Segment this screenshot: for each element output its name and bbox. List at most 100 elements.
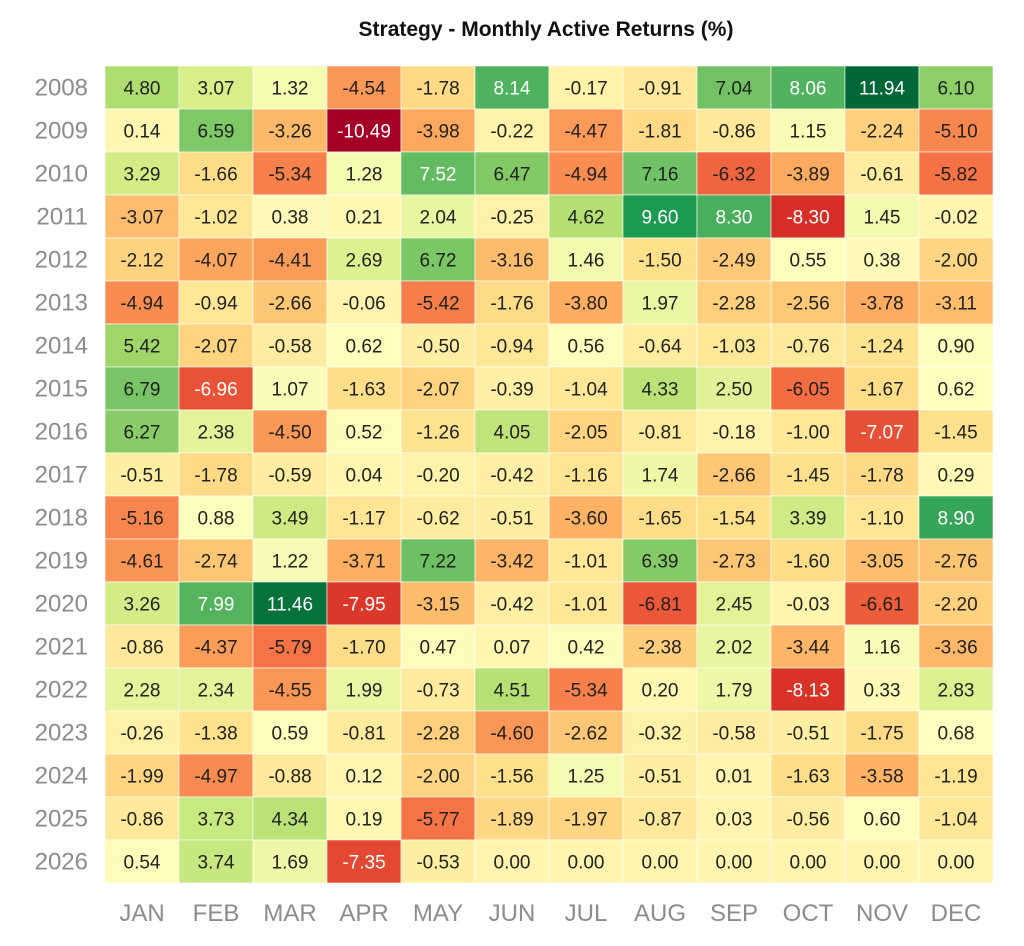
cell-value-label: -2.38 [638, 638, 681, 659]
heatmap-cell [548, 753, 624, 798]
heatmap-cell [474, 796, 550, 841]
cell-value-label: -0.42 [490, 595, 533, 616]
heatmap-cell [178, 323, 254, 368]
heatmap-cell [918, 753, 994, 798]
heatmap-cell [770, 108, 846, 153]
cell-value-label: -2.73 [712, 552, 755, 573]
heatmap-cell [622, 452, 698, 497]
cell-value-label: 0.33 [864, 681, 901, 702]
cell-value-label: -1.99 [120, 767, 163, 788]
cell-value-label: -2.66 [268, 294, 311, 315]
heatmap-cell [548, 710, 624, 755]
heatmap-cell [252, 108, 328, 153]
heatmap-cell [548, 839, 624, 884]
heatmap-cell [474, 237, 550, 282]
heatmap-cell [326, 409, 402, 454]
cell-value-label: -0.32 [638, 724, 681, 745]
year-tick-label: 2024 [35, 763, 88, 790]
heatmap-cell [696, 323, 772, 368]
heatmap-cell [400, 753, 476, 798]
heatmap-cell [104, 323, 180, 368]
heatmap-cell [696, 409, 772, 454]
heatmap-cell [400, 108, 476, 153]
heatmap-cell [548, 581, 624, 626]
year-axis-labels: 2008 2009 2010 2011 2012 2013 2014 2015 2016 2017… [35, 75, 88, 876]
month-axis-labels: JAN FEB MAR APR MAY JUN JUL AUG SEP OCT NOV DEC [119, 900, 981, 927]
cell-value-label: -0.88 [268, 767, 311, 788]
heatmap-cell [474, 839, 550, 884]
cell-value-label: 0.47 [420, 638, 457, 659]
cell-value-label: -0.18 [712, 423, 755, 444]
cell-value-label: 0.59 [272, 724, 309, 745]
cell-value-label: -3.89 [786, 165, 829, 186]
heatmap-cell [326, 839, 402, 884]
cell-value-label: -0.50 [416, 337, 459, 358]
cell-value-label: -5.16 [120, 509, 163, 530]
cell-value-label: 2.28 [124, 681, 161, 702]
cell-value-label: 0.38 [864, 251, 901, 272]
cell-value-label: -3.78 [860, 294, 903, 315]
heatmap-cell [918, 581, 994, 626]
cell-value-label: 0.00 [790, 853, 827, 874]
heatmap-cell [548, 366, 624, 411]
heatmap-cell [696, 667, 772, 712]
cell-value-label: -0.26 [120, 724, 163, 745]
heatmap-cell [178, 409, 254, 454]
heatmap-cell [844, 839, 920, 884]
heatmap-cell [400, 495, 476, 540]
heatmap-cell [770, 194, 846, 239]
heatmap-cell [326, 581, 402, 626]
heatmap-cell [474, 323, 550, 368]
heatmap-cell [252, 452, 328, 497]
heatmap-cell [918, 796, 994, 841]
cell-value-label: -1.02 [194, 208, 237, 229]
heatmap-cell [252, 366, 328, 411]
heatmap-cell [696, 280, 772, 325]
cell-value-label: -2.74 [194, 552, 238, 573]
cell-value-label: -0.56 [786, 810, 829, 831]
month-tick-label: APR [339, 900, 388, 927]
cell-value-label: -1.70 [342, 638, 385, 659]
year-tick-label: 2012 [35, 247, 88, 274]
cell-value-label: -1.17 [342, 509, 385, 530]
heatmap-cell [474, 65, 550, 110]
heatmap-cell [770, 366, 846, 411]
cell-value-label: -1.01 [564, 552, 607, 573]
heatmap-cell [918, 323, 994, 368]
heatmap-cell [474, 108, 550, 153]
heatmap-cell [326, 366, 402, 411]
heatmap-cell [474, 624, 550, 669]
heatmap-cell [918, 624, 994, 669]
cell-value-label: 1.28 [346, 165, 383, 186]
cell-value-label: -1.63 [786, 767, 829, 788]
heatmap-cell [252, 796, 328, 841]
heatmap-cell [918, 538, 994, 583]
heatmap-cell [918, 108, 994, 153]
heatmap-cell [844, 409, 920, 454]
cell-value-label: 0.12 [346, 767, 383, 788]
heatmap-cell [326, 624, 402, 669]
cell-value-label: -3.42 [490, 552, 533, 573]
cell-value-label: -0.02 [934, 208, 977, 229]
heatmap-cell [844, 581, 920, 626]
cell-value-label: 1.45 [864, 208, 901, 229]
heatmap-cell [400, 796, 476, 841]
heatmap-cell [252, 710, 328, 755]
cell-value-label: 1.74 [642, 466, 679, 487]
heatmap-cell [548, 538, 624, 583]
cell-value-label: -6.81 [638, 595, 681, 616]
cell-value-label: 2.02 [716, 638, 753, 659]
heatmap-cell [622, 237, 698, 282]
heatmap-cell [104, 108, 180, 153]
heatmap-cell [844, 710, 920, 755]
heatmap-cell [326, 753, 402, 798]
heatmap-cell [104, 65, 180, 110]
cell-value-label: -5.34 [564, 681, 608, 702]
cell-value-label: -2.28 [712, 294, 755, 315]
heatmap-cell [104, 151, 180, 196]
heatmap-cell [844, 237, 920, 282]
cell-value-label: -4.55 [268, 681, 311, 702]
cell-value-label: -0.58 [712, 724, 755, 745]
cell-value-label: -0.51 [490, 509, 533, 530]
month-tick-label: NOV [856, 900, 908, 927]
